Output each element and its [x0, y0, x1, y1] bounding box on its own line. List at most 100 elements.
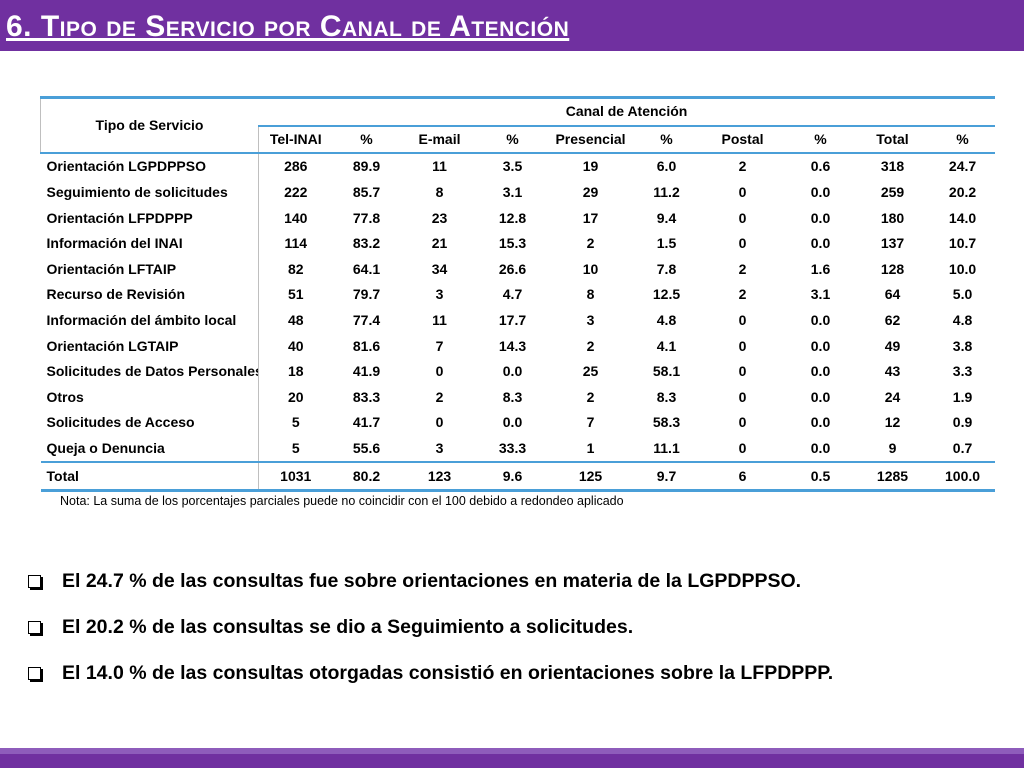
table-cell: 18	[258, 358, 333, 385]
table-cell: 89.9	[352, 158, 381, 175]
table-row: Orientación LGTAIP 40 81.6 7 14.3 2 4.1 0 0.0 49 3…	[41, 333, 995, 359]
table-cell: 9.6	[478, 461, 547, 492]
table-cell: 58.1	[652, 363, 681, 380]
table-cell: 1.5	[656, 235, 677, 252]
table-cell: 1285	[854, 461, 931, 492]
table-cell: 0	[738, 235, 747, 252]
table-cell: 0	[435, 414, 444, 431]
table-cell: 6.0	[656, 158, 677, 175]
table-cell: 3	[435, 440, 444, 457]
table-cell: 10.7	[948, 235, 977, 252]
table-cell: 24.7	[948, 158, 977, 175]
table-cell: 0.0	[810, 235, 831, 252]
table-cell: 0.0	[502, 363, 523, 380]
table-cell: 0.0	[810, 414, 831, 431]
table-cell: 9	[888, 440, 897, 457]
table-cell: 0	[738, 363, 747, 380]
table-cell: 2	[738, 260, 747, 277]
header-tipo-servicio: Tipo de Servicio	[40, 96, 259, 155]
table-cell: 4.8	[952, 312, 973, 329]
table-note: Nota: La suma de los porcentajes parcial…	[60, 494, 624, 508]
table-cell: 1	[586, 440, 595, 457]
checkbox-bullet-icon	[28, 574, 41, 588]
bullet-text: El 24.7 % de las consultas fue sobre ori…	[62, 569, 802, 592]
bullet-list: El 24.7 % de las consultas fue sobre ori…	[24, 558, 1014, 696]
table-cell: 4.1	[656, 337, 677, 354]
table-cell: 259	[880, 184, 905, 201]
table-cell: 10	[582, 260, 599, 277]
service-table: Tipo de Servicio Canal de Atención Tel-I…	[40, 95, 995, 492]
table-cell: 128	[880, 260, 905, 277]
table-cell: 0	[435, 363, 444, 380]
table-cell: 0.5	[786, 461, 855, 492]
table-cell: 7	[435, 337, 444, 354]
table-cell: 8	[586, 286, 595, 303]
table-cell: 11.2	[653, 184, 680, 201]
table-cell: 0.0	[810, 184, 831, 201]
row-label: Orientación LGPDPPSO	[46, 158, 206, 175]
table-cell: 3	[586, 312, 595, 329]
row-label: Solicitudes de Datos Personales	[46, 363, 259, 380]
header-canal-atencion: Canal de Atención	[258, 95, 995, 127]
table-cell: 23	[431, 209, 448, 226]
table-cell: 48	[258, 307, 333, 334]
table-cell: 33.3	[498, 440, 527, 457]
table-cell: 1.9	[952, 388, 973, 405]
table-cell: 82	[258, 256, 333, 283]
bullet-item: El 24.7 % de las consultas fue sobre ori…	[24, 558, 1014, 604]
table-cell: 0.7	[952, 440, 973, 457]
table-cell: 15.3	[498, 235, 527, 252]
footer-bar	[0, 748, 1024, 768]
table-cell: 41.9	[352, 363, 381, 380]
table-cell: 2	[738, 158, 747, 175]
table-cell: 222	[258, 179, 333, 206]
column-header: Total	[854, 125, 931, 155]
table-cell: 5.0	[952, 286, 973, 303]
table-row: Solicitudes de Datos Personales 18 41.9 0 0.…	[41, 358, 995, 385]
table-cell: 0	[738, 440, 747, 457]
table-cell: 64.1	[352, 260, 381, 277]
page-title: 6. Tipo de Servicio por Canal de Atenció…	[6, 10, 570, 43]
table-cell: 29	[582, 184, 599, 201]
table-cell: 1.6	[810, 260, 831, 277]
bullet-text: El 14.0 % de las consultas otorgadas con…	[62, 661, 834, 684]
column-header: E-mail	[400, 125, 479, 155]
table-cell: 58.3	[652, 414, 681, 431]
table-cell: 5	[258, 410, 333, 436]
table-cell: 4.7	[502, 286, 523, 303]
table-cell: 9.7	[634, 461, 699, 492]
column-header: Presencial	[546, 125, 635, 155]
table-cell: 0	[738, 388, 747, 405]
table-row: Orientación LFTAIP 82 64.1 34 26.6 10 7.8 2 1.6 1…	[41, 256, 995, 283]
table-cell: 0.6	[810, 158, 831, 175]
table-cell: 0	[738, 312, 747, 329]
table-cell: 2	[738, 286, 747, 303]
table-cell: 137	[880, 235, 905, 252]
table-cell: 0.0	[810, 440, 831, 457]
table-body: Orientación LGPDPPSO 286 89.9 11 3.5 19 6.0 2 0.…	[40, 153, 995, 492]
table-cell: 19	[582, 158, 599, 175]
table-row: Recurso de Revisión 51 79.7 3 4.7 8 12.5 2 3.1 64…	[41, 282, 995, 308]
table-cell: 7.8	[656, 260, 677, 277]
table-header-row: Tipo de Servicio Canal de Atención	[40, 95, 995, 155]
row-label: Seguimiento de solicitudes	[46, 184, 228, 201]
column-header: %	[332, 125, 401, 155]
table-cell: 0.0	[810, 363, 831, 380]
table-cell: 83.2	[352, 235, 381, 252]
table-cell: 0	[738, 184, 747, 201]
table-cell: 20	[258, 384, 333, 411]
row-label: Información del INAI	[46, 235, 183, 252]
table-cell: 26.6	[498, 260, 527, 277]
table-cell: 7	[586, 414, 595, 431]
checkbox-bullet-icon	[28, 666, 41, 680]
table-cell: 140	[258, 205, 333, 231]
table-cell: 2	[586, 388, 595, 405]
table-cell: 81.6	[352, 337, 381, 354]
table-row: Información del INAI 114 83.2 21 15.3 2 1.5 0 0.…	[41, 230, 995, 257]
bullet-item: El 20.2 % de las consultas se dio a Segu…	[24, 604, 1014, 650]
table-cell: 125	[546, 461, 635, 492]
table-cell: 12.8	[498, 209, 527, 226]
table-cell: 10.0	[948, 260, 977, 277]
table-cell: 4.8	[656, 312, 677, 329]
table-cell: 64	[884, 286, 901, 303]
